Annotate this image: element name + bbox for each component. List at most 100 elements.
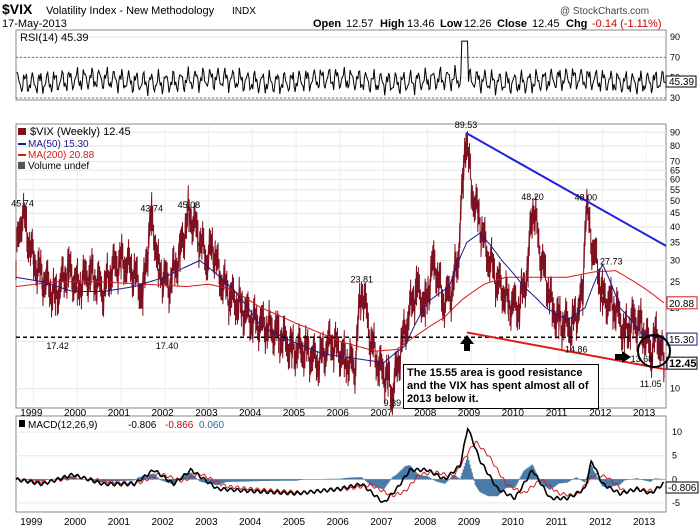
ma200-series: [15, 270, 665, 352]
macd-tag-text: -0.806: [668, 483, 697, 494]
macd-xtick-2008: 2008: [414, 517, 437, 528]
price-tag-box-20.88: [666, 296, 698, 310]
legend-vix-swatch-icon: [18, 128, 26, 135]
price-label-4: 45.08: [178, 200, 201, 210]
chg-label: Chg: [566, 18, 587, 30]
price-tag-15.30: 15.30: [669, 335, 694, 346]
price-xtick-2005: 2005: [283, 408, 306, 419]
chg-value: -0.14 (-1.11%): [592, 18, 662, 30]
rsi-grid: [16, 36, 666, 99]
price-xtick-1999: 1999: [20, 408, 43, 419]
rsi-tag-box: [665, 75, 697, 88]
chart-header: $VIX Volatility Index - New Methodology …: [2, 1, 662, 30]
downtrend-support-line: [466, 331, 667, 371]
price-xtick-2007: 2007: [370, 408, 393, 419]
price-tick-30: 30: [670, 256, 680, 266]
macd-legend-value: -0.806: [128, 420, 157, 431]
macd-legend-name: MACD(12,26,9): [28, 420, 97, 431]
macd-xtick-2010: 2010: [502, 517, 525, 528]
price-xtick-2011: 2011: [546, 408, 568, 419]
price-label-11: 14.86: [565, 345, 588, 355]
macd-xtick-2012: 2012: [589, 517, 612, 528]
price-label-5: 23.81: [351, 274, 374, 284]
macd-xtick-2000: 2000: [64, 517, 87, 528]
legend-volume-swatch-icon: [18, 162, 25, 169]
vix-price-series: [15, 131, 665, 416]
price-label-6: 9.39: [384, 398, 402, 408]
price-tick-70: 70: [670, 157, 680, 167]
downtrend-resistance-line: [465, 132, 667, 247]
security-name: Volatility Index - New Methodology: [46, 5, 215, 17]
price-xtick-2008: 2008: [414, 408, 437, 419]
macd-tag-box: [665, 481, 699, 494]
price-label-9: 48.00: [575, 193, 598, 203]
macd-xtick-2007: 2007: [370, 517, 393, 528]
ma50-series: [15, 232, 664, 364]
legend-ma200: MA(200) 20.88: [28, 150, 95, 161]
price-tag-box-15.30: [666, 332, 698, 346]
price-tag-12.45: 12.45: [669, 358, 697, 370]
price-xtick-2002: 2002: [152, 408, 175, 419]
price-tick-50: 50: [670, 196, 680, 206]
price-tick-40: 40: [670, 222, 680, 232]
price-xtick-2010: 2010: [502, 408, 525, 419]
annotation-callout: The 15.55 area is good resistance and th…: [403, 364, 599, 409]
macd-xtick-1999: 1999: [20, 517, 43, 528]
macd-grid: [16, 431, 666, 504]
macd-tick--5: -5: [672, 498, 680, 508]
macd-axis: -5 0 5 10: [672, 427, 682, 508]
price-x-axis: 1999 2000 2001 2002 2003 2004 2005 2006 2007 2008…: [20, 408, 655, 419]
price-xtick-2003: 2003: [195, 408, 218, 419]
macd-tick-10: 10: [672, 427, 682, 437]
watermark: @ StockCharts.com: [560, 6, 649, 17]
macd-tick-5: 5: [672, 451, 677, 461]
macd-xtick-2013: 2013: [633, 517, 656, 528]
low-label: Low: [440, 18, 462, 30]
price-xtick-2004: 2004: [239, 408, 262, 419]
macd-xtick-2005: 2005: [283, 517, 306, 528]
price-xtick-2006: 2006: [327, 408, 350, 419]
rsi-legend: RSI(14) 45.39: [20, 32, 88, 44]
price-tick-45: 45: [670, 208, 680, 218]
price-label-0: 45.74: [11, 198, 34, 208]
price-tick-55: 55: [670, 185, 680, 195]
price-tick-25: 25: [670, 277, 680, 287]
rsi-tick-70: 70: [670, 52, 680, 62]
rsi-tick-90: 90: [670, 32, 680, 42]
macd-legend: MACD(12,26,9) -0.806 -0.866 0.060: [19, 420, 224, 431]
macd-xtick-2001: 2001: [108, 517, 131, 528]
rsi-panel-frame: [15, 29, 667, 101]
macd-xtick-2011: 2011: [546, 517, 568, 528]
open-value: 12.57: [346, 18, 374, 30]
price-tick-80: 80: [670, 141, 680, 151]
price-label-3: 17.40: [156, 341, 179, 351]
high-label: High: [380, 18, 405, 30]
price-tick-65: 65: [670, 165, 680, 175]
price-tick-60: 60: [670, 175, 680, 185]
up-arrow-icon: [460, 335, 474, 351]
price-axis: 101520253035404550556065708090: [670, 127, 680, 393]
price-xtick-2009: 2009: [458, 408, 481, 419]
price-label-10: 27.73: [600, 257, 623, 267]
rsi-tag: 45.39: [665, 75, 697, 88]
price-xtick-2013: 2013: [633, 408, 656, 419]
macd-xtick-2003: 2003: [195, 517, 218, 528]
open-label: Open: [313, 18, 341, 30]
macd-panel-frame: [15, 415, 667, 513]
price-xtick-2001: 2001: [108, 408, 131, 419]
rsi-axis: 30507090: [670, 32, 680, 103]
price-xtick-2000: 2000: [64, 408, 87, 419]
high-value: 13.46: [407, 18, 435, 30]
legend-ma50: MA(50) 15.30: [28, 139, 89, 150]
right-arrow-icon: [615, 351, 631, 363]
rsi-line: [16, 40, 666, 97]
rsi-tag-text: 45.39: [669, 77, 694, 88]
legend-volume: Volume undef: [28, 161, 89, 172]
chart-date: 17-May-2013: [2, 18, 67, 30]
symbol: $VIX: [2, 1, 33, 17]
price-label-1: 17.42: [46, 341, 69, 351]
price-label-13: 11.05: [640, 379, 662, 389]
ohlc-readout: Open 12.57 High 13.46 Low 12.26 Close 12…: [313, 18, 662, 30]
price-tick-35: 35: [670, 238, 680, 248]
